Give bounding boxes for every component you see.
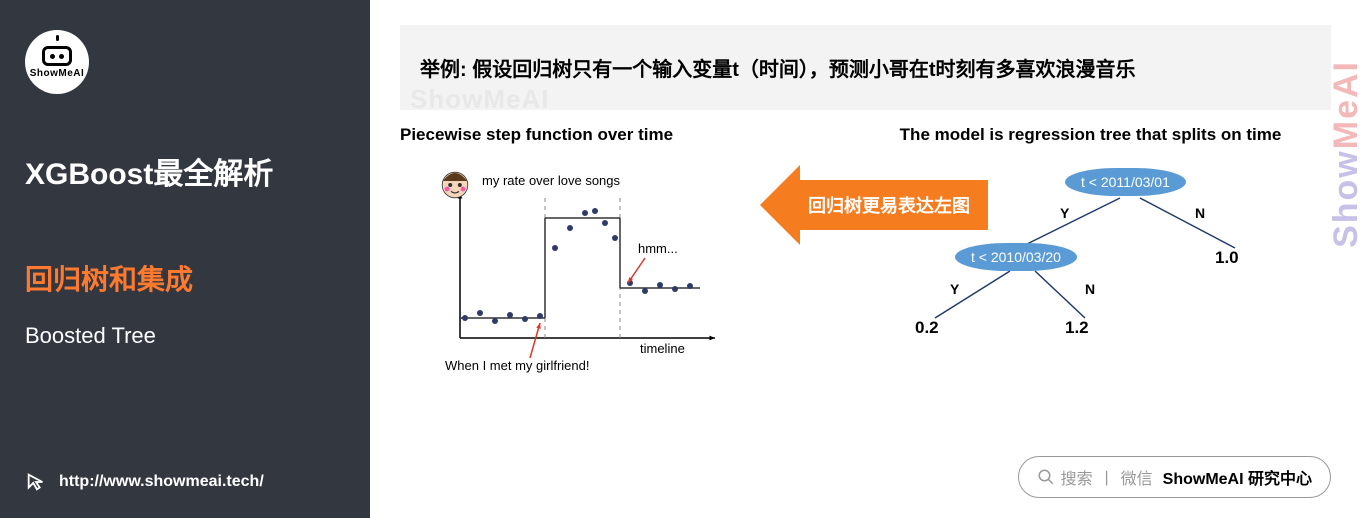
sidebar: ShowMeAI XGBoost最全解析 回归树和集成 Boosted Tree… xyxy=(0,0,370,518)
example-text: 举例: 假设回归树只有一个输入变量t（时间），预测小哥在t时刻有多喜欢浪漫音乐 xyxy=(420,59,1136,81)
panel-left: Piecewise step function over time my rat… xyxy=(400,125,780,403)
logo-text: ShowMeAI xyxy=(30,68,85,79)
content: 举例: 假设回归树只有一个输入变量t（时间），预测小哥在t时刻有多喜欢浪漫音乐 … xyxy=(370,0,1361,518)
tree-leaf: 0.2 xyxy=(915,318,939,338)
face-icon xyxy=(435,161,475,201)
search-label: 搜索 xyxy=(1061,465,1093,489)
search-brand: ShowMeAI 研究中心 xyxy=(1163,465,1312,489)
tree-leaf: 1.0 xyxy=(1215,248,1239,268)
arrow-text: 回归树更易表达左图 xyxy=(800,180,988,230)
tree-edge-label: Y xyxy=(950,281,959,297)
y-axis-label: my rate over love songs xyxy=(482,173,620,188)
tree-node: t < 2011/03/01 xyxy=(1065,168,1186,196)
tree-leaf: 1.2 xyxy=(1065,318,1089,338)
tree-node: t < 2010/03/20 xyxy=(955,243,1077,271)
tree-edge-label: N xyxy=(1195,205,1205,221)
x-axis-label: timeline xyxy=(640,341,685,356)
slide: ShowMeAI XGBoost最全解析 回归树和集成 Boosted Tree… xyxy=(0,0,1361,518)
annotation-hmm: hmm... xyxy=(638,241,678,256)
cursor-icon xyxy=(25,471,47,493)
search-channel: 微信 xyxy=(1121,465,1153,489)
side-watermark: ShowMeAI xyxy=(1327,60,1361,248)
annotation-girlfriend: When I met my girlfriend! xyxy=(445,358,590,373)
example-box: 举例: 假设回归树只有一个输入变量t（时间），预测小哥在t时刻有多喜欢浪漫音乐 … xyxy=(400,25,1331,110)
url-row: http://www.showmeai.tech/ xyxy=(25,471,264,493)
title-en: Boosted Tree xyxy=(25,323,345,349)
title-main: XGBoost最全解析 xyxy=(25,149,345,193)
step-chart: my rate over love songs hmm... timeline … xyxy=(420,153,740,373)
search-icon xyxy=(1037,468,1055,486)
logo: ShowMeAI xyxy=(25,30,345,94)
tree-edge-label: N xyxy=(1085,281,1095,297)
search-pill[interactable]: 搜索 丨 微信 ShowMeAI 研究中心 xyxy=(1018,456,1331,498)
tree-edge-label: Y xyxy=(1060,205,1069,221)
step-chart-title: Piecewise step function over time xyxy=(400,125,780,145)
watermark: ShowMeAI xyxy=(410,84,549,115)
title-sub: 回归树和集成 xyxy=(25,258,345,298)
tree-title: The model is regression tree that splits… xyxy=(850,125,1331,145)
arrow-callout: 回归树更易表达左图 xyxy=(760,165,988,245)
search-divider: 丨 xyxy=(1099,465,1115,489)
url-link[interactable]: http://www.showmeai.tech/ xyxy=(59,473,264,491)
